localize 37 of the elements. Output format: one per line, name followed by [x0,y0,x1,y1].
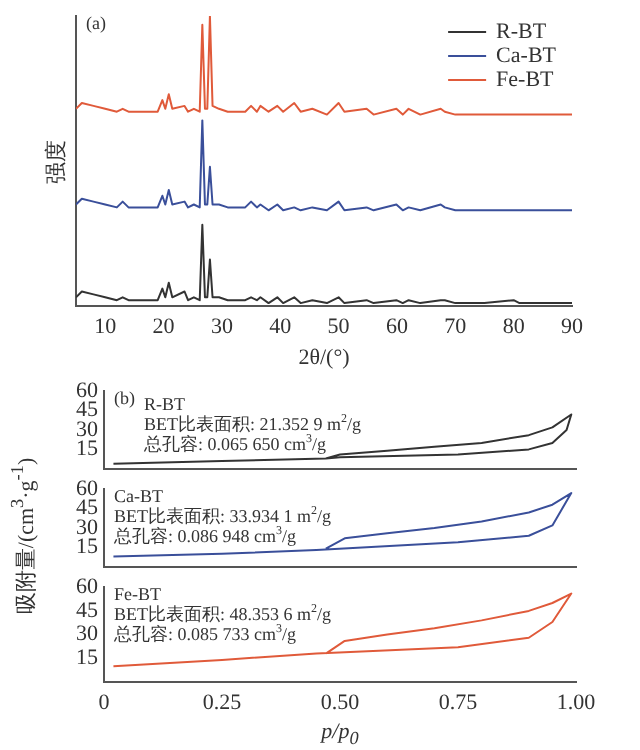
legend-label: Fe-BT [496,67,555,92]
y-tick-label: 15 [76,646,99,671]
x-axis-title: 2θ/(°) [298,346,350,370]
x-axis-title: p/p$_{0}$ [321,720,359,749]
annotation: (b) [114,387,135,408]
legend-label: R-BT [496,19,547,44]
x-tick-label: 0 [98,690,111,715]
y-axis-title: 强度 [42,139,71,183]
x-tick-label: 50 [327,314,351,339]
x-tick-label: 60 [385,314,409,339]
x-tick-label: 1.00 [556,690,597,715]
y-tick-label: 45 [76,398,99,423]
y-tick-label: 30 [76,417,99,442]
x-tick-label: 10 [94,314,118,339]
x-tick-label: 40 [269,314,293,339]
x-tick-label: 90 [561,314,584,339]
y-tick-label: 60 [76,574,99,599]
x-tick-label: 30 [210,314,234,339]
x-tick-label: 80 [502,314,526,339]
x-tick-label: 70 [444,314,468,339]
annotation: (a) [86,12,106,33]
legend-label: Ca-BT [496,43,557,68]
y-tick-label: 60 [76,476,99,501]
x-tick-label: 20 [152,314,176,339]
x-tick-label: 0.75 [438,690,479,715]
y-tick-label: 45 [76,598,99,623]
annotation: R-BT [144,393,187,414]
y-tick-label: 45 [76,496,99,521]
y-tick-label: 15 [76,535,99,560]
y-tick-label: 15 [76,437,99,462]
y-tick-label: 30 [76,622,99,647]
annotation: Fe-BT [114,583,162,604]
y-tick-label: 60 [76,378,99,403]
x-tick-label: 0.50 [320,690,361,715]
y-tick-label: 30 [76,515,99,540]
x-tick-label: 0.25 [202,690,243,715]
annotation: Ca-BT [114,485,164,506]
